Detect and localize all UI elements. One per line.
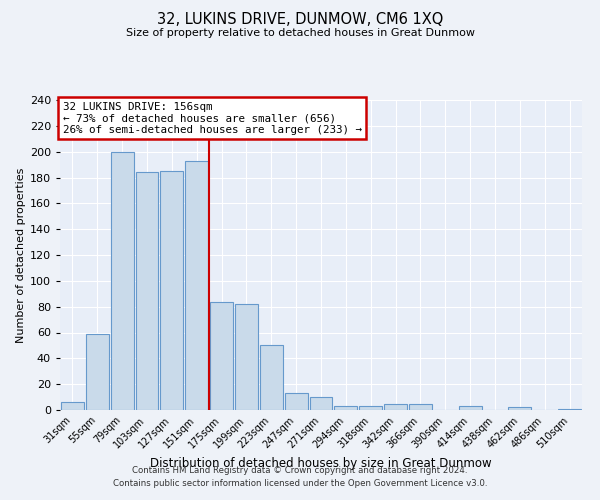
Text: Contains HM Land Registry data © Crown copyright and database right 2024.
Contai: Contains HM Land Registry data © Crown c… bbox=[113, 466, 487, 487]
Bar bbox=[409, 404, 432, 410]
Bar bbox=[310, 397, 332, 410]
Bar bbox=[459, 406, 482, 410]
Bar bbox=[86, 334, 109, 410]
Bar bbox=[359, 406, 382, 410]
X-axis label: Distribution of detached houses by size in Great Dunmow: Distribution of detached houses by size … bbox=[150, 456, 492, 469]
Bar bbox=[136, 172, 158, 410]
Bar bbox=[285, 393, 308, 410]
Bar bbox=[384, 404, 407, 410]
Bar bbox=[558, 408, 581, 410]
Bar bbox=[210, 302, 233, 410]
Text: 32, LUKINS DRIVE, DUNMOW, CM6 1XQ: 32, LUKINS DRIVE, DUNMOW, CM6 1XQ bbox=[157, 12, 443, 28]
Bar bbox=[185, 160, 208, 410]
Text: 32 LUKINS DRIVE: 156sqm
← 73% of detached houses are smaller (656)
26% of semi-d: 32 LUKINS DRIVE: 156sqm ← 73% of detache… bbox=[62, 102, 362, 134]
Bar bbox=[235, 304, 258, 410]
Bar bbox=[334, 406, 357, 410]
Bar bbox=[160, 171, 183, 410]
Text: Size of property relative to detached houses in Great Dunmow: Size of property relative to detached ho… bbox=[125, 28, 475, 38]
Bar bbox=[508, 408, 531, 410]
Bar bbox=[111, 152, 134, 410]
Bar bbox=[260, 346, 283, 410]
Y-axis label: Number of detached properties: Number of detached properties bbox=[16, 168, 26, 342]
Bar bbox=[61, 402, 84, 410]
